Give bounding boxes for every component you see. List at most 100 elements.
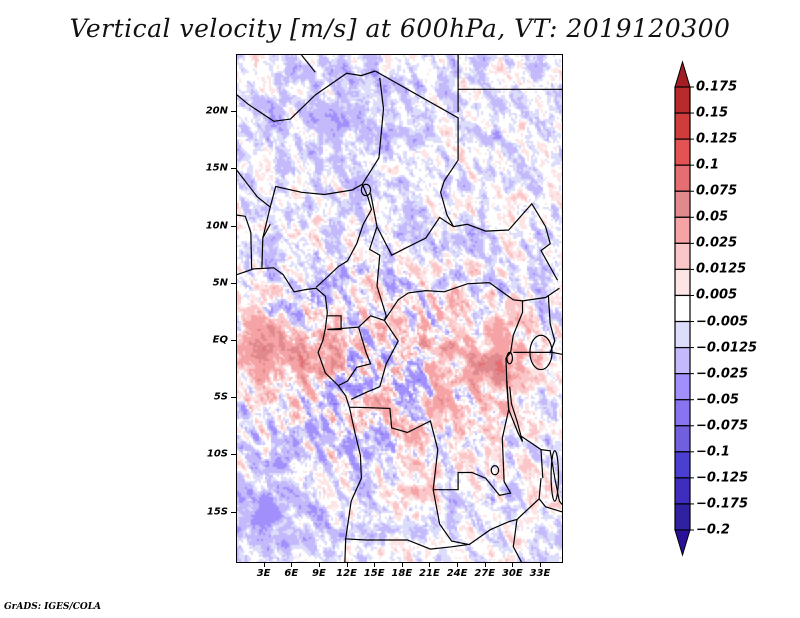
colorbar-label: −0.075 [696, 418, 749, 434]
x-tick-label: 24E [446, 568, 468, 579]
y-tick-label: 15N [205, 162, 228, 174]
country-border [237, 70, 376, 122]
map-plot-area [236, 54, 563, 563]
colorbar-swatch [674, 138, 691, 166]
colorbar-swatch [674, 242, 691, 271]
country-border [237, 267, 363, 562]
colorbar-label: −0.025 [696, 366, 749, 382]
colorbar-swatch [674, 503, 691, 531]
colorbar-swatch [674, 164, 691, 192]
country-border [538, 498, 562, 513]
y-tick [231, 454, 236, 456]
country-border [383, 282, 490, 321]
country-border [338, 327, 372, 387]
colorbar-label: 0.005 [696, 287, 738, 303]
colorbar-label: 0.175 [696, 79, 738, 95]
country-border [350, 320, 399, 400]
colorbar-swatch [674, 399, 691, 427]
colorbar-label: −0.005 [696, 314, 749, 330]
lake-outline [490, 465, 500, 476]
x-tick [374, 563, 376, 567]
x-tick-label: 18E [391, 568, 413, 579]
x-tick-label: 9E [311, 568, 326, 579]
colorbar-swatch [674, 346, 691, 375]
lake-outline [529, 334, 553, 371]
colorbar-swatch [674, 86, 691, 114]
y-tick [231, 111, 236, 113]
x-tick [291, 563, 293, 567]
y-tick [231, 282, 236, 284]
y-tick-label: 10N [205, 220, 228, 232]
colorbar-label: −0.0125 [696, 340, 758, 356]
colorbar-extend-min [674, 529, 691, 557]
colorbar-label: −0.05 [696, 392, 739, 408]
colorbar-swatch [674, 268, 691, 297]
lake-outline [506, 351, 514, 365]
x-tick-label: 30E [501, 568, 523, 579]
x-tick-label: 33E [529, 568, 551, 579]
x-tick [318, 563, 320, 567]
y-tick [231, 339, 236, 341]
colorbar-swatch [674, 477, 691, 505]
colorbar-label: 0.1 [696, 157, 720, 173]
country-border [506, 380, 524, 442]
colorbar-label: 0.125 [696, 131, 738, 147]
country-border [327, 315, 385, 331]
x-tick [484, 563, 486, 567]
country-border [512, 519, 523, 562]
colorbar-swatch [674, 190, 691, 218]
country-border [453, 202, 559, 281]
colorbar-swatch [674, 294, 691, 323]
colorbar-swatch [674, 216, 691, 244]
y-tick-label: 5S [213, 391, 228, 403]
y-tick [231, 225, 236, 227]
country-border [237, 214, 253, 271]
colorbar-label: 0.05 [696, 209, 729, 225]
colorbar-swatch [674, 451, 691, 479]
x-tick-label: 21E [419, 568, 440, 579]
lake-outline [360, 183, 372, 197]
country-border [262, 206, 271, 239]
x-tick-label: 15E [363, 568, 385, 579]
country-border [520, 435, 544, 479]
y-tick-label: 20N [205, 105, 228, 117]
country-border [376, 216, 454, 257]
x-tick-label: 6E [284, 568, 299, 579]
lake-outline [550, 450, 560, 502]
colorbar-label: 0.025 [696, 235, 738, 251]
country-border [513, 351, 562, 355]
colorbar-label: 0.15 [696, 105, 729, 121]
colorbar-label: −0.2 [696, 522, 730, 538]
country-border [301, 55, 316, 73]
country-border [540, 449, 562, 506]
x-tick [263, 563, 265, 567]
colorbar-swatch [674, 425, 691, 453]
x-tick-label: 12E [336, 568, 357, 579]
country-border [315, 184, 373, 288]
country-border [361, 77, 385, 185]
colorbar-swatch [674, 112, 691, 140]
country-border [237, 170, 363, 209]
vertical-velocity-field [237, 55, 562, 562]
x-tick-label: 27E [474, 568, 496, 579]
y-tick [231, 397, 236, 399]
x-tick [539, 563, 541, 567]
colorbar-extend-max [674, 60, 691, 88]
chart-title: Vertical velocity [m/s] at 600hPa, VT: 2… [69, 14, 731, 43]
country-border [547, 295, 556, 353]
country-border [432, 478, 542, 546]
country-border [261, 224, 271, 268]
country-borders [237, 55, 562, 562]
country-border [374, 70, 459, 161]
y-tick-label: 15S [206, 506, 228, 518]
colorbar-label: 0.075 [696, 183, 738, 199]
y-tick-label: 5N [212, 277, 228, 289]
y-tick-label: 10S [206, 448, 228, 460]
x-tick [346, 563, 348, 567]
x-tick [457, 563, 459, 567]
colorbar-label: −0.125 [696, 470, 749, 486]
colorbar-swatch [674, 320, 691, 349]
colorbar-label: −0.175 [696, 496, 749, 512]
country-border [344, 538, 468, 550]
y-tick-label: EQ [212, 334, 228, 346]
